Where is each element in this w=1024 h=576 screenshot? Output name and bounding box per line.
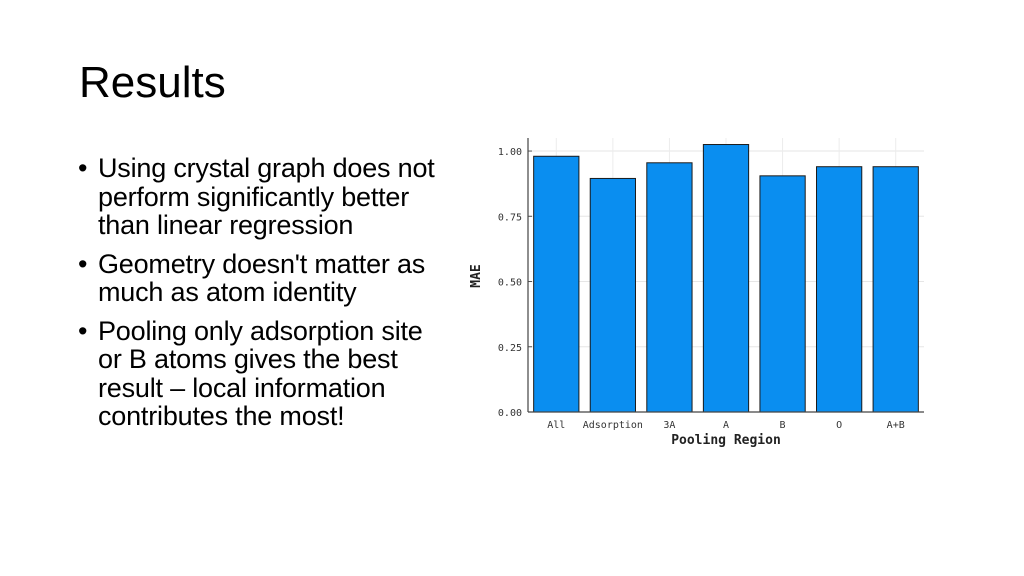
bullet-item: Pooling only adsorption site or B atoms … (76, 316, 446, 431)
bar-3a (646, 162, 693, 413)
x-tick-label: A (723, 420, 729, 431)
bar-b (759, 175, 806, 413)
y-tick-label: 0.00 (498, 408, 522, 419)
x-tick-label: 3A (663, 420, 675, 431)
x-tick-label: B (780, 420, 786, 431)
chart-tick-labels: 0.00 0.25 0.50 0.75 1.00 All Adsorption 3A A B O A+… (498, 147, 905, 431)
y-axis-label: MAE (469, 264, 484, 287)
x-tick-label: All (547, 420, 565, 431)
chart-bars (533, 144, 919, 413)
y-tick-label: 0.25 (498, 343, 522, 354)
mae-bar-chart: 0.00 0.25 0.50 0.75 1.00 All Adsorption 3A A B O A+… (469, 138, 924, 448)
bar-o (816, 166, 863, 413)
bar-a (702, 144, 750, 413)
bullet-item: Using crystal graph does not perform sig… (76, 154, 446, 240)
bar-a-b (872, 166, 919, 413)
bar-adsorption (589, 177, 636, 413)
x-tick-label: O (836, 420, 842, 431)
y-tick-label: 0.50 (498, 278, 522, 289)
x-axis-label: Pooling Region (671, 433, 781, 448)
slide-title: Results (79, 58, 226, 107)
y-tick-label: 0.75 (498, 212, 522, 223)
x-tick-label: Adsorption (583, 420, 643, 431)
chart-axes (527, 138, 924, 413)
y-tick-label: 1.00 (498, 147, 522, 158)
bullet-list: Using crystal graph does not perform sig… (76, 154, 446, 441)
x-tick-label: A+B (887, 420, 905, 431)
bar-all (533, 155, 580, 413)
bullet-item: Geometry doesn't matter as much as atom … (76, 249, 446, 307)
